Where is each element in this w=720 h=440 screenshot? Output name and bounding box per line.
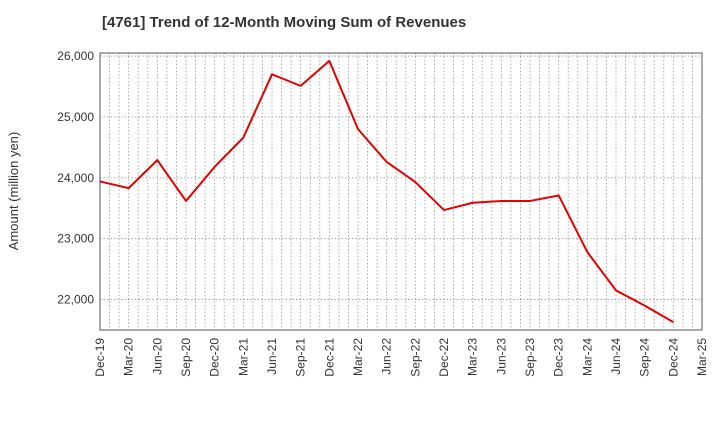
x-tick-label: Mar-24 <box>580 338 594 376</box>
series-line <box>99 59 674 323</box>
x-tick-label: Mar-20 <box>122 338 136 376</box>
x-tick-label: Jun-24 <box>609 338 623 375</box>
y-axis-title: Amount (million yen) <box>6 132 21 251</box>
x-tick-label: Jun-23 <box>494 338 508 375</box>
x-tick-label: Mar-22 <box>351 338 365 376</box>
x-tick-label: Dec-20 <box>208 338 222 377</box>
y-tick-label: 23,000 <box>57 232 94 246</box>
y-tick-label: 26,000 <box>57 49 94 63</box>
y-tick-label: 24,000 <box>57 171 94 185</box>
x-tick-label: Dec-23 <box>552 338 566 377</box>
x-tick-label: Mar-23 <box>466 338 480 376</box>
x-tick-label: Dec-19 <box>93 338 107 377</box>
x-tick-label: Mar-25 <box>695 338 709 376</box>
x-tick-label: Sep-21 <box>294 338 308 377</box>
x-tick-label: Jun-20 <box>150 338 164 375</box>
x-tick-label: Jun-21 <box>265 338 279 375</box>
x-tick-label: Dec-22 <box>437 338 451 377</box>
x-tick-label: Sep-24 <box>638 338 652 377</box>
x-tick-label: Dec-21 <box>322 338 336 377</box>
x-tick-label: Mar-21 <box>236 338 250 376</box>
x-tick-label: Jun-22 <box>380 338 394 375</box>
x-tick-label: Sep-22 <box>408 338 422 377</box>
chart-title: [4761] Trend of 12-Month Moving Sum of R… <box>102 14 467 31</box>
plot-area-frame <box>99 52 703 331</box>
x-tick-label: Dec-24 <box>666 338 680 377</box>
x-tick-label: Sep-20 <box>179 338 193 377</box>
x-tick-label: Sep-23 <box>523 338 537 377</box>
y-tick-label: 25,000 <box>57 110 94 124</box>
y-tick-label: 22,000 <box>57 293 94 307</box>
